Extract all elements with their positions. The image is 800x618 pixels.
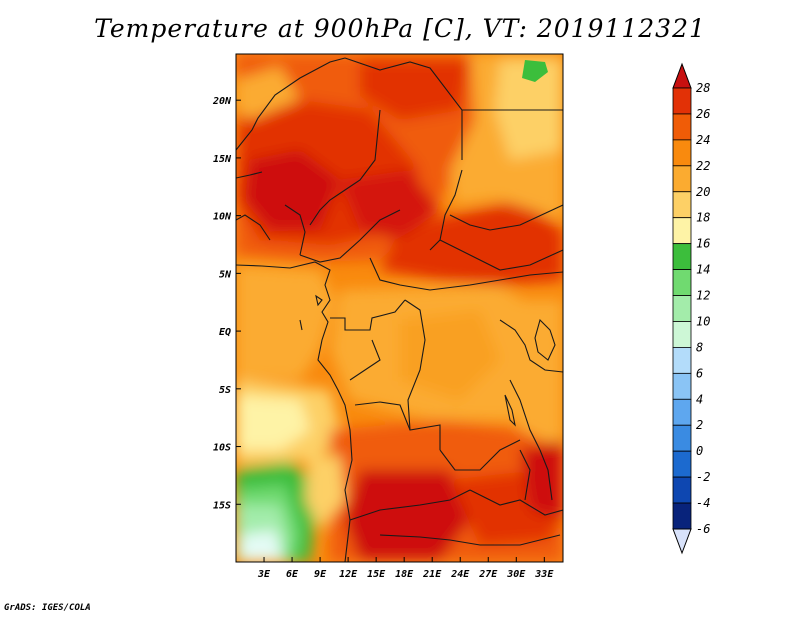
lat-tick-label: 5N — [219, 269, 232, 280]
colorbar-swatch — [672, 398, 692, 426]
colorbar-swatch — [672, 476, 692, 504]
grads-credit: GrADS: IGES/COLA — [4, 603, 91, 613]
colorbar-label: -4 — [696, 496, 710, 510]
lon-tick-label: 33E — [534, 569, 554, 580]
country-borders — [236, 57, 563, 562]
colorbar-swatch — [672, 87, 692, 115]
lon-tick-label: 24E — [450, 569, 470, 580]
colorbar-label: 26 — [696, 107, 710, 121]
colorbar-label: 12 — [696, 289, 710, 303]
colorbar-swatch — [672, 243, 692, 270]
colorbar-swatch — [672, 113, 692, 141]
colorbar-label: 18 — [696, 211, 710, 225]
lat-tick-label: 10N — [213, 212, 232, 223]
lat-tick-label: 10S — [213, 443, 231, 454]
colorbar-label: 8 — [696, 340, 703, 354]
colorbar-label: 2 — [696, 418, 703, 432]
lon-tick-label: 3E — [257, 569, 271, 580]
colorbar-label: 0 — [696, 444, 703, 458]
colorbar-swatch — [672, 321, 692, 348]
colorbar-label: 16 — [696, 237, 710, 251]
lon-tick-label: 12E — [339, 569, 358, 580]
colorbar-label: 20 — [696, 185, 710, 199]
colorbar-swatch — [672, 139, 692, 167]
colorbar-swatch — [672, 450, 692, 478]
colorbar-swatch — [672, 502, 692, 530]
colorbar-swatch — [672, 372, 692, 400]
longitude-axis: 3E 6E 9E 12E 15E 18E 21E 24E 27E 30E 33E — [257, 557, 554, 580]
colorbar-swatch — [672, 269, 692, 296]
lon-tick-label: 30E — [506, 569, 526, 580]
colorbar-label: 6 — [696, 366, 703, 380]
temperature-field — [236, 54, 563, 562]
colorbar-swatch — [672, 424, 692, 452]
colorbar-label: 4 — [696, 392, 703, 406]
lon-tick-label: 9E — [314, 569, 327, 580]
lon-tick-label: 21E — [422, 569, 442, 580]
colorbar-label: 10 — [696, 314, 710, 328]
lon-tick-label: 18E — [395, 569, 414, 580]
lat-tick-label: 5S — [219, 385, 231, 396]
colorbar-label: -6 — [696, 522, 710, 536]
lat-tick-label: EQ — [219, 327, 231, 338]
colorbar-top-cap — [672, 62, 692, 89]
colorbar-swatch — [672, 347, 692, 374]
colorbar-label: 14 — [696, 263, 710, 277]
colorbar-swatch — [672, 191, 692, 219]
lat-tick-label: 15N — [213, 154, 232, 165]
lon-tick-label: 6E — [286, 569, 299, 580]
colorbar-swatch — [672, 295, 692, 322]
map-frame — [235, 53, 564, 563]
colorbar-swatch — [672, 217, 692, 245]
colorbar-swatch — [672, 165, 692, 193]
colorbar-label: 22 — [696, 159, 710, 173]
colorbar-bottom-cap — [672, 528, 692, 555]
map-title: Temperature at 900hPa [C], VT: 201911232… — [94, 14, 706, 43]
lat-tick-label: 20N — [212, 96, 232, 107]
lon-tick-label: 15E — [367, 569, 386, 580]
colorbar-label: -2 — [696, 470, 710, 484]
colorbar-label: 24 — [696, 133, 710, 147]
lat-tick-label: 15S — [213, 500, 231, 511]
lon-tick-label: 27E — [478, 569, 498, 580]
latitude-axis: 20N 15N 10N 5N EQ 5S 10S 15S — [212, 96, 241, 511]
colorbar-label: 28 — [696, 81, 710, 95]
